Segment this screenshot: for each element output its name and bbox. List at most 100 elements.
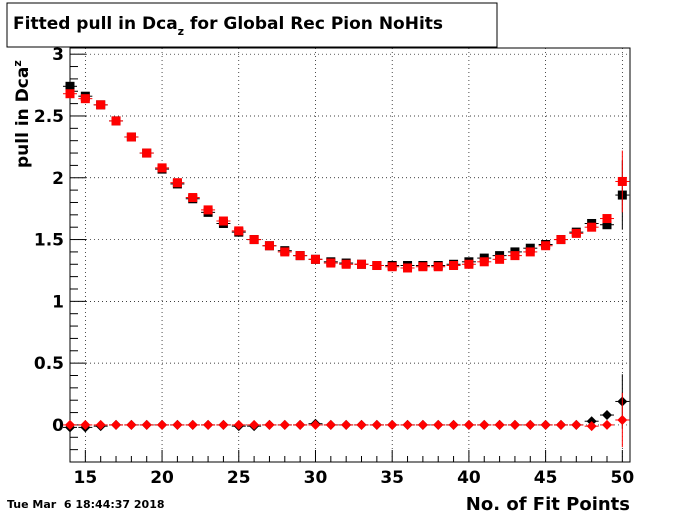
grid xyxy=(70,48,630,462)
chart-title-main: Fitted pull in Dca xyxy=(13,14,178,34)
data-point xyxy=(387,419,398,430)
data-point xyxy=(417,419,428,430)
data-point xyxy=(310,419,321,430)
data-point xyxy=(418,262,428,272)
data-point xyxy=(187,419,198,430)
data-point xyxy=(617,414,628,425)
data-point xyxy=(571,228,581,238)
chart-title: Fitted pull in Dcaz for Global Rec Pion … xyxy=(13,14,443,38)
data-point xyxy=(218,419,229,430)
x-tick-label: 30 xyxy=(304,468,328,488)
data-point xyxy=(586,421,597,432)
y-axis-label-sub: z xyxy=(11,60,24,66)
data-point xyxy=(188,193,198,203)
series-1 xyxy=(63,89,630,273)
x-axis-label: No. of Fit Points xyxy=(466,494,630,514)
data-point xyxy=(403,263,413,273)
x-tick-label: 45 xyxy=(534,468,558,488)
y-tick-label: 1 xyxy=(52,292,64,312)
y-tick-labels: 0 0.5 1 1.5 2 2.5 3 xyxy=(34,45,64,436)
data-point xyxy=(326,258,336,268)
y-tick-label: 2 xyxy=(52,169,64,189)
data-point xyxy=(264,419,275,430)
plot-frame xyxy=(69,47,631,463)
data-point xyxy=(371,419,382,430)
data-point xyxy=(279,419,290,430)
data-point xyxy=(433,419,444,430)
data-point xyxy=(464,259,474,269)
data-point xyxy=(510,251,520,261)
data-point xyxy=(80,419,91,430)
data-point xyxy=(111,419,122,430)
data-point xyxy=(295,419,306,430)
data-point xyxy=(541,241,551,251)
data-point xyxy=(449,261,459,271)
axis-ticks xyxy=(69,53,623,462)
chart-title-rest: for Global Rec Pion NoHits xyxy=(184,14,443,34)
data-point xyxy=(249,419,260,430)
data-point xyxy=(65,81,75,91)
data-point xyxy=(463,419,474,430)
timestamp: Tue Mar 6 18:44:37 2018 xyxy=(7,498,165,511)
chart-title-sub: z xyxy=(178,25,184,38)
data-point xyxy=(479,419,490,430)
data-point xyxy=(540,419,551,430)
data-point xyxy=(602,220,612,230)
x-tick-label: 35 xyxy=(380,468,404,488)
data-point xyxy=(157,419,168,430)
x-tick-labels: 15 20 25 30 35 40 45 50 xyxy=(74,468,635,488)
data-point xyxy=(509,419,520,430)
y-tick-label: 1.5 xyxy=(34,231,64,251)
data-point xyxy=(172,178,182,188)
data-point xyxy=(341,259,351,269)
data-point xyxy=(295,251,305,261)
data-point xyxy=(96,100,106,110)
data-point xyxy=(448,419,459,430)
y-tick-label: 3 xyxy=(52,45,64,65)
data-point xyxy=(65,89,75,99)
data-point xyxy=(203,205,213,215)
data-point xyxy=(95,419,106,430)
data-point xyxy=(280,247,290,257)
data-point xyxy=(172,419,183,430)
data-point xyxy=(157,163,167,173)
data-point xyxy=(495,254,505,264)
x-tick-label: 50 xyxy=(610,468,634,488)
y-axis-label-main: pull in Dca xyxy=(13,67,33,168)
data-point xyxy=(387,262,397,272)
data-point xyxy=(356,419,367,430)
data-point xyxy=(249,235,259,245)
data-point xyxy=(233,419,244,430)
data-point xyxy=(234,226,244,236)
data-point xyxy=(203,419,214,430)
data-point xyxy=(494,419,505,430)
data-point xyxy=(402,419,413,430)
data-point xyxy=(264,241,274,251)
data-point xyxy=(525,247,535,257)
data-point xyxy=(602,214,612,224)
data-point xyxy=(325,419,336,430)
x-tick-label: 20 xyxy=(150,468,174,488)
data-point xyxy=(218,216,228,226)
data-point xyxy=(341,419,352,430)
data-point xyxy=(587,222,597,232)
data-point xyxy=(617,176,627,186)
x-tick-label: 25 xyxy=(227,468,251,488)
y-tick-label: 0 xyxy=(52,416,64,436)
data-point xyxy=(357,259,367,269)
data-point xyxy=(65,419,75,430)
y-tick-label: 0.5 xyxy=(34,354,64,374)
data-point xyxy=(80,94,90,104)
data-point xyxy=(525,419,536,430)
x-tick-label: 15 xyxy=(74,468,98,488)
x-tick-label: 40 xyxy=(457,468,481,488)
y-tick-label: 2.5 xyxy=(34,107,64,127)
data-point xyxy=(126,419,137,430)
title-box xyxy=(6,2,498,48)
data-point xyxy=(479,257,489,267)
data-point xyxy=(601,410,612,421)
y-axis-label: pull in Dcaz xyxy=(11,60,33,168)
series-3 xyxy=(63,392,630,448)
data-point xyxy=(141,419,152,430)
